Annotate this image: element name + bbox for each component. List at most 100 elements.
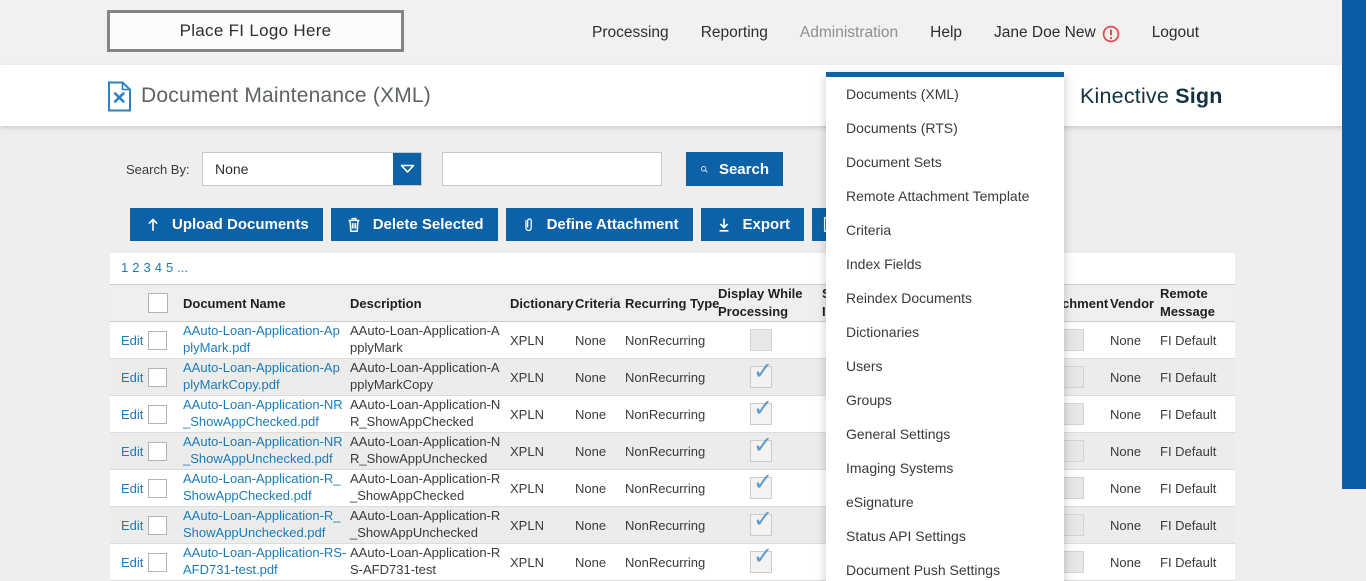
menu-item-users[interactable]: Users xyxy=(846,358,883,374)
row-checkbox[interactable] xyxy=(148,330,167,350)
nav-item-logout[interactable]: Logout xyxy=(1152,24,1199,42)
edit-link[interactable]: Edit xyxy=(121,406,144,422)
attachment-checkbox[interactable] xyxy=(1062,329,1084,351)
display-while-processing-checkbox[interactable]: ✓ xyxy=(750,545,773,573)
row-cell-description: AAuto-Loan-Application-NR_ShowAppChecked xyxy=(350,397,501,429)
edit-link[interactable]: Edit xyxy=(121,517,144,533)
column-header-document-name[interactable]: Document Name xyxy=(183,295,286,311)
nav-item-reporting[interactable]: Reporting xyxy=(701,24,768,42)
column-header-vendor[interactable]: Vendor xyxy=(1110,295,1155,311)
table-row: Edit AAuto-Loan-Application-NR_ShowAppChe… xyxy=(110,396,1235,433)
delete-selected-button[interactable]: Delete Selected xyxy=(330,208,498,241)
page-link-1[interactable]: 1 xyxy=(121,260,129,275)
column-header-description[interactable]: Description xyxy=(350,295,422,311)
display-while-processing-checkbox[interactable]: ✓ xyxy=(750,471,773,499)
search-by-selected-value: None xyxy=(215,161,249,177)
table-row: Edit AAuto-Loan-Application-R_ShowAppChec… xyxy=(110,470,1235,507)
row-checkbox[interactable] xyxy=(148,441,167,461)
row-checkbox[interactable] xyxy=(148,367,167,387)
attachment-checkbox[interactable] xyxy=(1062,366,1084,388)
attachment-checkbox[interactable] xyxy=(1062,514,1084,536)
document-name-link[interactable]: AAuto-Loan-Application-RS-AFD731-test.pd… xyxy=(183,545,347,577)
nav-item-administration[interactable]: Administration xyxy=(800,24,898,42)
row-checkbox[interactable] xyxy=(148,404,167,424)
menu-item-general-settings[interactable]: General Settings xyxy=(846,426,951,442)
menu-item-documents-xml[interactable]: Documents (XML) xyxy=(846,86,959,102)
menu-item-document-push-settings[interactable]: Document Push Settings xyxy=(846,562,1001,578)
nav-item-help[interactable]: Help xyxy=(930,24,962,42)
edit-link[interactable]: Edit xyxy=(121,443,144,459)
display-while-processing-checkbox[interactable]: ✓ xyxy=(750,508,773,536)
document-name-link[interactable]: AAuto-Loan-Application-R_ShowAppUnchecke… xyxy=(183,508,341,540)
row-cell-display-while-processing: ✓ xyxy=(718,433,804,469)
define-attachment-button[interactable]: Define Attachment xyxy=(505,208,693,241)
nav-item-jane-doe-new[interactable]: Jane Doe New xyxy=(994,24,1120,42)
attachment-checkbox[interactable] xyxy=(1062,403,1084,425)
menu-item-esignature[interactable]: eSignature xyxy=(846,494,914,510)
page-link-4[interactable]: 4 xyxy=(154,260,162,275)
display-while-processing-checkbox[interactable] xyxy=(750,329,772,351)
menu-item-criteria[interactable]: Criteria xyxy=(846,222,892,238)
menu-item-document-sets[interactable]: Document Sets xyxy=(846,154,942,170)
column-header-attachment-partial[interactable]: chment xyxy=(1062,295,1109,311)
search-button[interactable]: Search xyxy=(686,152,783,186)
page-link-5[interactable]: 5 xyxy=(165,260,174,275)
document-name-link[interactable]: AAuto-Loan-Application-R_ShowAppChecked.… xyxy=(183,471,341,503)
menu-item-remote-attachment-template[interactable]: Remote Attachment Template xyxy=(846,188,1030,204)
delete-selected-button-label: Delete Selected xyxy=(372,216,484,233)
export-button[interactable]: Export xyxy=(700,208,805,241)
menu-item-groups[interactable]: Groups xyxy=(846,392,892,408)
row-cell-description: AAuto-Loan-Application-R_ShowAppUnchecke… xyxy=(350,508,501,540)
document-name-link[interactable]: AAuto-Loan-Application-ApplyMarkCopy.pdf xyxy=(183,360,340,392)
display-while-processing-checkbox[interactable]: ✓ xyxy=(750,434,773,462)
column-header-remote-message[interactable]: Remote Message xyxy=(1160,286,1215,319)
row-cell-dictionary: XPLN xyxy=(510,369,544,385)
row-cell-remote-message: FI Default xyxy=(1160,443,1217,459)
row-cell-display-while-processing xyxy=(718,322,804,358)
menu-item-reindex-documents[interactable]: Reindex Documents xyxy=(846,290,973,306)
column-header-criteria[interactable]: Criteria xyxy=(575,295,621,311)
edit-link[interactable]: Edit xyxy=(121,369,144,385)
column-header-display-while-processing[interactable]: Display While Processing xyxy=(718,286,803,319)
document-name-link[interactable]: AAuto-Loan-Application-NR_ShowAppUncheck… xyxy=(183,434,343,466)
row-checkbox[interactable] xyxy=(148,515,167,535)
upload-documents-button[interactable]: Upload Documents xyxy=(130,208,323,241)
scrollbar-thumb[interactable] xyxy=(1342,0,1366,489)
edit-link[interactable]: Edit xyxy=(121,554,144,570)
menu-item-imaging-systems[interactable]: Imaging Systems xyxy=(846,460,954,476)
display-while-processing-checkbox[interactable]: ✓ xyxy=(750,397,773,425)
column-header-recurring-type[interactable]: Recurring Type xyxy=(625,295,720,311)
page-link-item[interactable]: ... xyxy=(177,260,189,275)
page-link-3[interactable]: 3 xyxy=(143,260,151,275)
page-link-2[interactable]: 2 xyxy=(132,260,140,275)
search-input[interactable] xyxy=(442,152,662,186)
row-cell-criteria: None xyxy=(575,517,607,533)
menu-item-documents-rts[interactable]: Documents (RTS) xyxy=(846,120,958,136)
row-cell-edit: Edit xyxy=(121,322,153,358)
toolbar: Upload Documents Delete Selected Define At… xyxy=(130,208,857,241)
edit-link[interactable]: Edit xyxy=(121,332,144,348)
menu-item-index-fields[interactable]: Index Fields xyxy=(846,256,922,272)
column-header-dictionary[interactable]: Dictionary xyxy=(510,295,574,311)
checkmark-icon: ✓ xyxy=(753,395,774,422)
attachment-checkbox[interactable] xyxy=(1062,440,1084,462)
row-cell-attachment xyxy=(1062,359,1088,395)
edit-link[interactable]: Edit xyxy=(121,480,144,496)
row-checkbox[interactable] xyxy=(148,552,167,572)
document-name-link[interactable]: AAuto-Loan-Application-NR_ShowAppChecked… xyxy=(183,397,343,429)
document-name-link[interactable]: AAuto-Loan-Application-ApplyMark.pdf xyxy=(183,323,340,355)
select-dropdown-button[interactable] xyxy=(393,153,421,185)
attachment-checkbox[interactable] xyxy=(1062,551,1084,573)
menu-item-dictionaries[interactable]: Dictionaries xyxy=(846,324,920,340)
display-while-processing-checkbox[interactable]: ✓ xyxy=(750,360,773,388)
title-band xyxy=(0,65,1366,126)
search-by-select[interactable]: None xyxy=(202,152,422,186)
attachment-checkbox[interactable] xyxy=(1062,477,1084,499)
row-checkbox[interactable] xyxy=(148,478,167,498)
menu-item-status-api-settings[interactable]: Status API Settings xyxy=(846,528,966,544)
row-cell-recurring-type: NonRecurring xyxy=(625,480,706,496)
select-all-checkbox[interactable] xyxy=(148,293,168,313)
nav-item-processing[interactable]: Processing xyxy=(592,24,669,42)
table-row: Edit AAuto-Loan-Application-NR_ShowAppUnc… xyxy=(110,433,1235,470)
row-cell-description: AAuto-Loan-Application-NR_ShowAppUncheck… xyxy=(350,434,501,466)
